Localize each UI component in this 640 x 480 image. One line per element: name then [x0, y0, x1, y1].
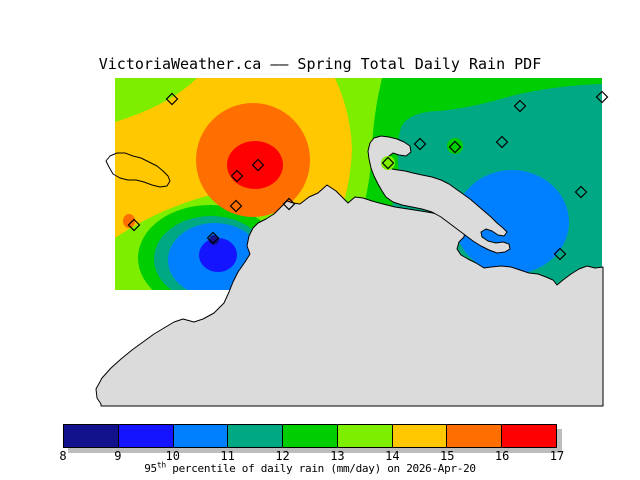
- colorbar-tick-label: 11: [220, 449, 235, 463]
- colorbar-tick-label: 12: [275, 449, 290, 463]
- station-diamond-icon: [229, 199, 243, 213]
- colorbar-tick-label: 14: [385, 449, 400, 463]
- station-diamond-icon: [282, 197, 296, 211]
- colorbar-segment: [337, 425, 393, 447]
- contour-low-zone-9-10: [199, 238, 237, 272]
- station-diamond-icon: [413, 137, 427, 151]
- colorbar-caption: 95th percentile of daily rain (mm/day) o…: [63, 460, 557, 475]
- station-diamond-icon: [595, 90, 609, 104]
- colorbar-segment: [118, 425, 174, 447]
- colorbar-segment: [173, 425, 229, 447]
- colorbar-caption-text: percentile of daily rain (mm/day) on 202…: [165, 462, 476, 475]
- station-diamond-icon: [127, 218, 141, 232]
- station-diamond-icon: [495, 135, 509, 149]
- sooke-basin-outline: [105, 152, 171, 188]
- station-diamond-icon: [448, 140, 462, 154]
- colorbar-caption-number: 95: [144, 462, 157, 475]
- colorbar-tick-label: 17: [549, 449, 565, 463]
- map-title: VictoriaWeather.ca —— Spring Total Daily…: [98, 55, 542, 73]
- contour-spot-15-16: [123, 214, 135, 228]
- station-diamond-icon: [513, 99, 527, 113]
- colorbar-tick-label: 15: [439, 449, 455, 463]
- colorbar-segment: [392, 425, 448, 447]
- colorbar-segment: [283, 425, 338, 447]
- colorbar-segment: [64, 425, 119, 447]
- contour-east-zone-10-11: [455, 170, 569, 274]
- colorbar-ticks: 8 9 10 11 12 13 14 15 16 17: [59, 449, 564, 463]
- colorbar-tick-label: 8: [59, 449, 67, 463]
- colorbar-segment: [447, 425, 503, 447]
- colorbar-tick-label: 10: [165, 449, 180, 463]
- colorbar-tick-label: 9: [114, 449, 122, 463]
- station-diamond-icon: [553, 247, 567, 261]
- contour-high-zone-16-17: [227, 141, 283, 189]
- colorbar-tick-label: 13: [330, 449, 345, 463]
- contour-spot-12-13: [447, 138, 463, 154]
- colorbar: [63, 424, 557, 448]
- land-island-chain: [367, 135, 511, 254]
- colorbar-caption-superscript: th: [156, 460, 166, 470]
- colorbar-segment: [228, 425, 284, 447]
- station-diamond-icon: [230, 169, 244, 183]
- colorbar-segment: [502, 425, 557, 447]
- station-diamond-icon: [381, 156, 395, 170]
- contour-patch-13-14: [381, 156, 395, 170]
- colorbar-tick-label: 16: [494, 449, 510, 463]
- station-markers: [127, 90, 609, 261]
- station-diamond-icon: [251, 158, 265, 172]
- station-diamond-icon: [574, 185, 588, 199]
- station-diamond-icon: [165, 92, 179, 106]
- station-diamond-icon: [206, 231, 220, 245]
